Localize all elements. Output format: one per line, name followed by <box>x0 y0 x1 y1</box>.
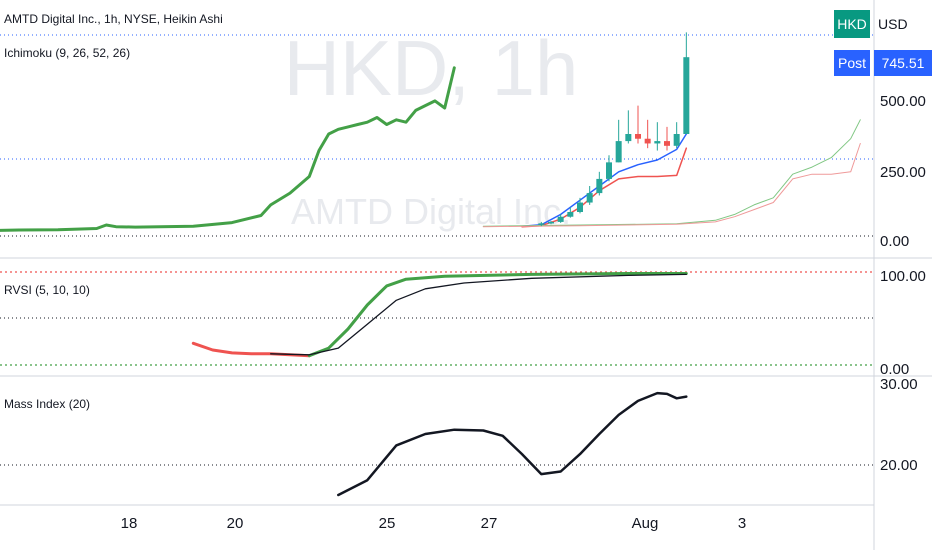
mass-index-label[interactable]: Mass Index (20) <box>4 397 90 411</box>
candle-body <box>635 134 641 139</box>
watermark-symbol: HKD, 1h <box>284 24 579 112</box>
candle-body <box>548 221 554 224</box>
series-line-mass <box>337 391 688 497</box>
post-badge[interactable] <box>834 50 870 76</box>
y-tick-label: 100.00 <box>880 268 926 285</box>
y-tick-label: 20.00 <box>880 457 918 474</box>
candle-body <box>567 212 574 217</box>
candle-body <box>577 202 583 212</box>
candle-body <box>606 162 612 179</box>
candle-body <box>683 57 690 134</box>
series-line-cloud-lower <box>482 143 861 228</box>
rvsi-plot <box>191 272 688 358</box>
candle-body <box>654 141 661 144</box>
y-tick-label: 0.00 <box>880 361 909 378</box>
x-tick-label: 20 <box>227 515 244 532</box>
price-plot <box>0 32 861 232</box>
candle-body <box>673 134 680 146</box>
currency-code: HKD <box>837 16 867 32</box>
currency-unit: USD <box>878 16 908 32</box>
mass-plot <box>337 391 688 497</box>
candle-body <box>596 178 603 194</box>
symbol-title[interactable]: AMTD Digital Inc., 1h, NYSE, Heikin Ashi <box>4 12 223 26</box>
series-line-rvsi <box>307 272 688 358</box>
y-tick-label: 500.00 <box>880 93 926 110</box>
candle-body <box>615 141 622 163</box>
candle-body <box>557 216 564 222</box>
x-tick-label: 27 <box>481 515 498 532</box>
x-tick-label: Aug <box>632 515 659 532</box>
series-line-signal <box>270 273 687 356</box>
candle-body <box>538 223 545 225</box>
ichimoku-label[interactable]: Ichimoku (9, 26, 52, 26) <box>4 46 130 60</box>
rvsi-label[interactable]: RVSI (5, 10, 10) <box>4 283 90 297</box>
candle-body <box>586 193 593 203</box>
watermark-name: AMTD Digital Inc. <box>291 191 571 232</box>
post-label: Post <box>838 55 866 71</box>
candle-body <box>644 138 651 144</box>
x-tick-label: 25 <box>379 515 396 532</box>
x-tick-label: 18 <box>121 515 138 532</box>
y-tick-label: 250.00 <box>880 164 926 181</box>
candle-body <box>625 134 632 142</box>
post-price-badge <box>874 50 932 76</box>
y-tick-label: 0.00 <box>880 233 909 250</box>
x-tick-label: 3 <box>738 515 746 532</box>
series-line-cloud-upper <box>482 119 861 227</box>
series-line-lagging-span <box>0 66 456 232</box>
post-value: 745.51 <box>882 55 925 71</box>
currency-badge[interactable] <box>834 10 870 38</box>
candle-body <box>664 141 670 146</box>
y-tick-label: 30.00 <box>880 376 918 393</box>
